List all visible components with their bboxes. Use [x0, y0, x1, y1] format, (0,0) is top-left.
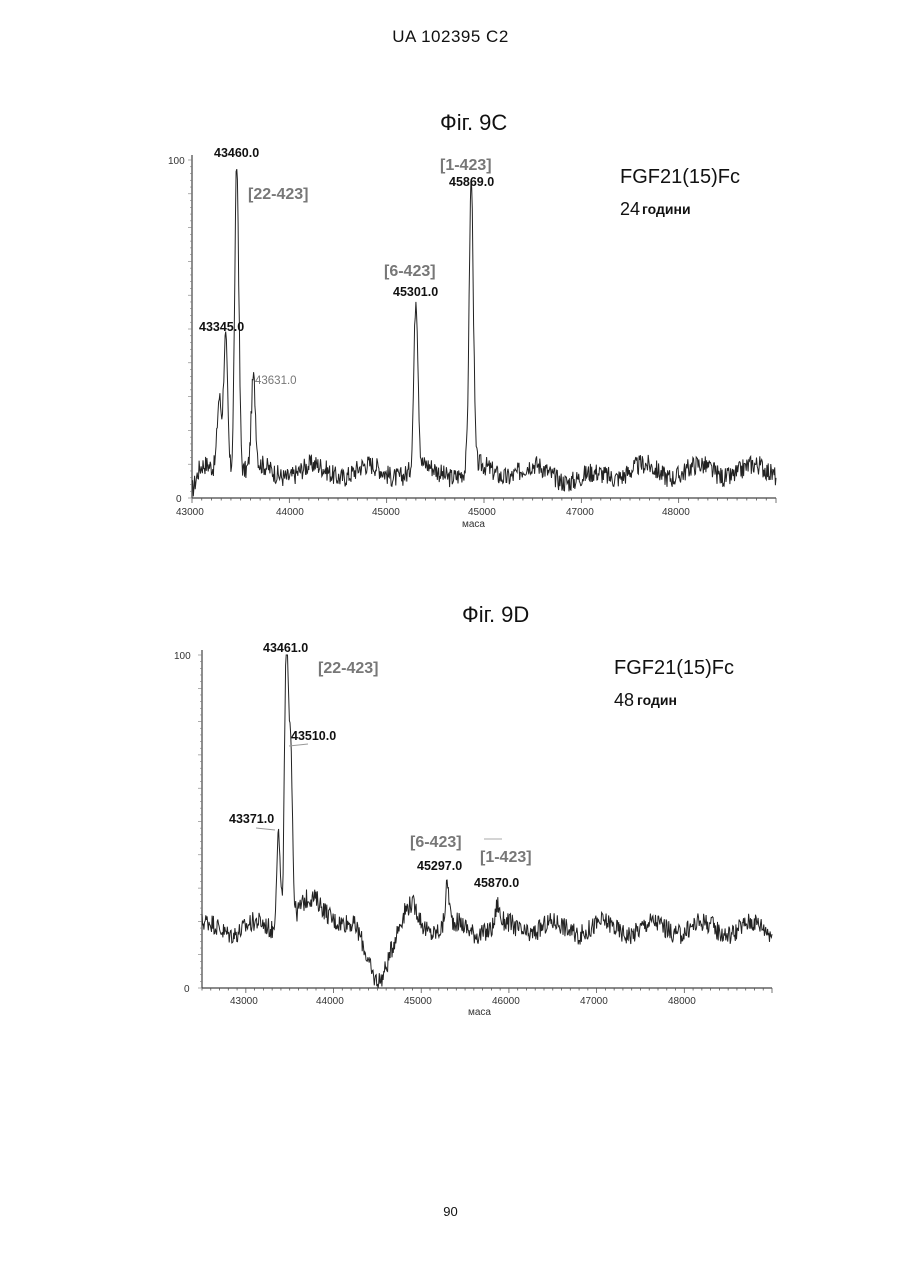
x-tick-label: 43000: [230, 996, 258, 1007]
peak-label: 43510.0: [291, 729, 336, 743]
fragment-label: [22-423]: [318, 660, 378, 677]
spectrum-trace: [202, 655, 772, 988]
sample-name: FGF21(15)Fc: [614, 657, 734, 679]
figure-9d-spectrum: 100 0 43000 44000 45000 46000 47000 4800…: [0, 0, 901, 1100]
y-tick-100: 100: [174, 651, 191, 662]
peak-label: 43371.0: [229, 812, 274, 826]
peak-label: 45297.0: [417, 859, 462, 873]
label-leader: [256, 828, 275, 830]
x-tick-label: 47000: [580, 996, 608, 1007]
y-tick-0: 0: [184, 984, 190, 995]
x-axis-title: маса: [468, 1007, 491, 1018]
label-leader: [289, 744, 308, 746]
peak-label: 45870.0: [474, 876, 519, 890]
fragment-label: [1-423]: [480, 849, 532, 866]
x-tick-label: 45000: [404, 996, 432, 1007]
x-tick-label: 46000: [492, 996, 520, 1007]
sample-time-value: 48: [614, 690, 634, 710]
x-tick-label: 48000: [668, 996, 696, 1007]
figure-9d-axes: [202, 650, 772, 988]
sample-time-unit: годин: [637, 692, 677, 708]
fragment-label: [6-423]: [410, 834, 462, 851]
peak-label: 43461.0: [263, 641, 308, 655]
x-tick-label: 44000: [316, 996, 344, 1007]
page-number: 90: [0, 1204, 901, 1219]
